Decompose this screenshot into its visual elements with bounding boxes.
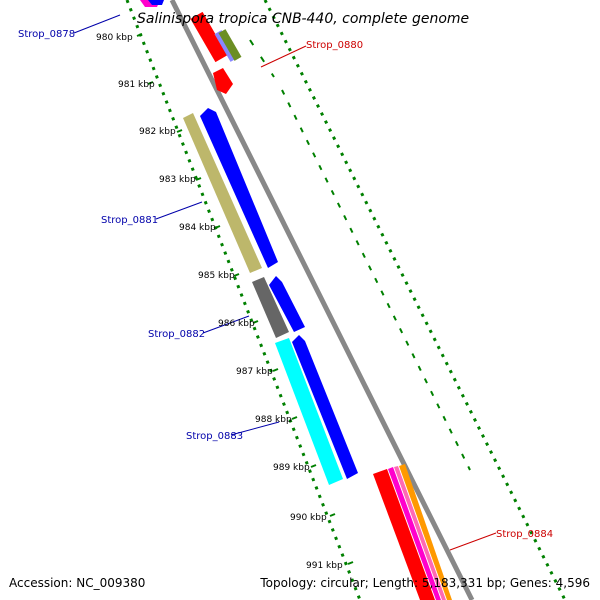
gene-blue-short[interactable]	[269, 276, 305, 332]
coordinate-labels: 980 kbp 981 kbp 982 kbp 983 kbp 984 kbp …	[96, 33, 343, 571]
tick-label-980: 980 kbp	[96, 33, 133, 43]
topology-text: Topology: circular; Length: 5,183,331 bp…	[260, 576, 590, 590]
tick-label-987: 987 kbp	[236, 367, 273, 377]
tick-label-990: 990 kbp	[290, 513, 327, 523]
gene-strop-0883-cyan[interactable]	[275, 338, 343, 485]
tick-marks	[136, 33, 354, 565]
tick-label-985: 985 kbp	[198, 271, 235, 281]
tick-label-988: 988 kbp	[255, 415, 292, 425]
gc-skew-track	[249, 39, 471, 471]
gene-strop-0884-pink[interactable]	[394, 466, 446, 600]
accession-text: Accession: NC_009380	[9, 576, 146, 590]
tick-label-989: 989 kbp	[273, 463, 310, 473]
tick-label-981: 981 kbp	[118, 80, 155, 90]
gene-red-small[interactable]	[213, 68, 233, 94]
gene-label-strop-0880[interactable]: Strop_0880	[306, 40, 363, 51]
gene-strop-0881-khaki[interactable]	[183, 113, 262, 273]
gene-label-strop-0884[interactable]: Strop_0884	[496, 529, 553, 540]
gene-label-strop-0882[interactable]: Strop_0882	[148, 329, 205, 340]
gene-labels: Strop_0878 Strop_0880 Strop_0881 Strop_0…	[18, 29, 553, 540]
tick-label-991: 991 kbp	[306, 561, 343, 571]
gene-strop-0880-red[interactable]	[190, 11, 228, 63]
gene-label-strop-0881[interactable]: Strop_0881	[101, 215, 158, 226]
tick-label-984: 984 kbp	[179, 223, 216, 233]
gene-top-clip	[140, 0, 164, 7]
gene-leaders	[73, 14, 497, 551]
gc-dotted-track-left	[125, 0, 362, 600]
gene-olive[interactable]	[218, 29, 242, 61]
gene-strop-0884-magenta[interactable]	[388, 467, 441, 600]
gene-blue-long-1[interactable]	[200, 108, 278, 268]
tick-label-982: 982 kbp	[139, 127, 176, 137]
map-title: Salinispora tropica CNB-440, complete ge…	[137, 11, 469, 27]
cds-track-reverse	[183, 113, 452, 600]
gene-label-strop-0878[interactable]: Strop_0878	[18, 29, 75, 40]
gene-label-strop-0883[interactable]: Strop_0883	[186, 431, 243, 442]
gc-dotted-track-right	[263, 0, 567, 600]
tick-label-983: 983 kbp	[159, 175, 196, 185]
gene-blue-long-2[interactable]	[292, 335, 358, 479]
genome-backbone	[169, 0, 475, 600]
cds-track-forward	[190, 11, 358, 479]
gene-strop-0884-red[interactable]	[373, 469, 435, 600]
tick-label-986: 986 kbp	[218, 319, 255, 329]
gene-strop-0884-orange[interactable]	[399, 464, 452, 600]
gene-strop-0878-blue[interactable]	[148, 0, 164, 5]
gene-strop-0882-gray[interactable]	[252, 277, 289, 338]
